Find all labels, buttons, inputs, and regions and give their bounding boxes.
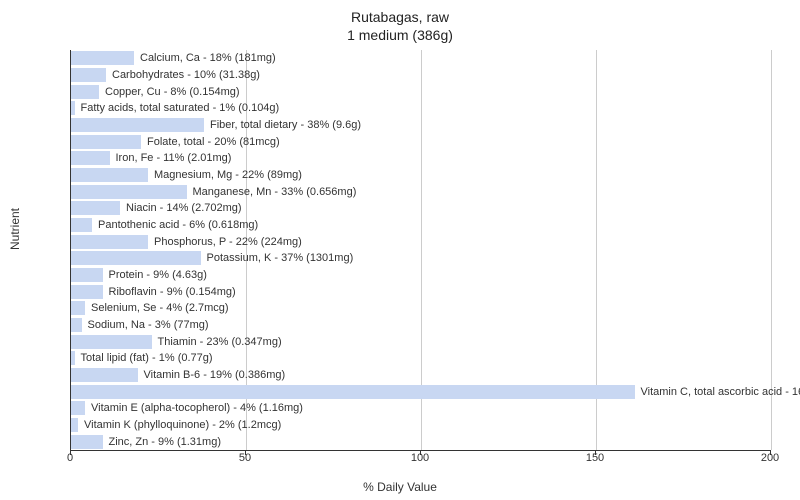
bar-row: Sodium, Na - 3% (77mg) — [71, 318, 771, 332]
bar-row: Vitamin K (phylloquinone) - 2% (1.2mcg) — [71, 418, 771, 432]
bar-row: Copper, Cu - 8% (0.154mg) — [71, 85, 771, 99]
nutrient-bar — [71, 185, 187, 199]
nutrient-label: Vitamin B-6 - 19% (0.386mg) — [144, 368, 286, 382]
bar-row: Total lipid (fat) - 1% (0.77g) — [71, 351, 771, 365]
bar-row: Vitamin E (alpha-tocopherol) - 4% (1.16m… — [71, 401, 771, 415]
nutrient-label: Phosphorus, P - 22% (224mg) — [154, 235, 302, 249]
bar-row: Manganese, Mn - 33% (0.656mg) — [71, 185, 771, 199]
nutrient-label: Riboflavin - 9% (0.154mg) — [109, 285, 236, 299]
nutrient-bar — [71, 335, 152, 349]
x-axis-label: % Daily Value — [0, 480, 800, 494]
nutrient-bar — [71, 68, 106, 82]
nutrient-label: Vitamin E (alpha-tocopherol) - 4% (1.16m… — [91, 401, 303, 415]
bar-row: Riboflavin - 9% (0.154mg) — [71, 285, 771, 299]
title-line-2: 1 medium (386g) — [0, 26, 800, 44]
nutrient-bar — [71, 385, 635, 399]
nutrient-bar — [71, 118, 204, 132]
nutrient-label: Carbohydrates - 10% (31.38g) — [112, 68, 260, 82]
x-tick-label: 200 — [761, 452, 779, 464]
nutrient-label: Vitamin K (phylloquinone) - 2% (1.2mcg) — [84, 418, 281, 432]
nutrient-bar — [71, 301, 85, 315]
nutrient-label: Niacin - 14% (2.702mg) — [126, 201, 242, 215]
nutrient-bar — [71, 168, 148, 182]
nutrient-bar — [71, 435, 103, 449]
nutrient-label: Selenium, Se - 4% (2.7mcg) — [91, 301, 229, 315]
nutrient-label: Sodium, Na - 3% (77mg) — [88, 318, 209, 332]
nutrient-label: Calcium, Ca - 18% (181mg) — [140, 51, 276, 65]
bar-row: Niacin - 14% (2.702mg) — [71, 201, 771, 215]
bar-row: Folate, total - 20% (81mcg) — [71, 135, 771, 149]
bar-row: Pantothenic acid - 6% (0.618mg) — [71, 218, 771, 232]
bar-row: Fatty acids, total saturated - 1% (0.104… — [71, 101, 771, 115]
nutrient-label: Copper, Cu - 8% (0.154mg) — [105, 85, 240, 99]
nutrient-label: Pantothenic acid - 6% (0.618mg) — [98, 218, 258, 232]
title-line-1: Rutabagas, raw — [0, 8, 800, 26]
y-axis-label: Nutrient — [8, 208, 22, 250]
nutrient-bar — [71, 268, 103, 282]
nutrient-label: Fiber, total dietary - 38% (9.6g) — [210, 118, 361, 132]
nutrient-label: Zinc, Zn - 9% (1.31mg) — [109, 435, 221, 449]
nutrient-bar — [71, 218, 92, 232]
x-tick-label: 0 — [67, 452, 73, 464]
nutrient-bar — [71, 351, 75, 365]
nutrient-label: Manganese, Mn - 33% (0.656mg) — [193, 185, 357, 199]
nutrient-label: Protein - 9% (4.63g) — [109, 268, 207, 282]
nutrient-bar — [71, 235, 148, 249]
nutrient-label: Magnesium, Mg - 22% (89mg) — [154, 168, 302, 182]
nutrient-label: Potassium, K - 37% (1301mg) — [207, 251, 354, 265]
nutrient-bar — [71, 318, 82, 332]
nutrient-bar — [71, 368, 138, 382]
nutrient-bar — [71, 285, 103, 299]
bar-row: Zinc, Zn - 9% (1.31mg) — [71, 435, 771, 449]
bar-row: Magnesium, Mg - 22% (89mg) — [71, 168, 771, 182]
x-tick-label: 150 — [586, 452, 604, 464]
nutrient-bar — [71, 151, 110, 165]
chart-container: Rutabagas, raw 1 medium (386g) Nutrient … — [0, 0, 800, 500]
nutrient-bar — [71, 418, 78, 432]
nutrient-bar — [71, 135, 141, 149]
nutrient-label: Total lipid (fat) - 1% (0.77g) — [81, 351, 213, 365]
nutrient-label: Iron, Fe - 11% (2.01mg) — [116, 151, 232, 165]
bar-row: Carbohydrates - 10% (31.38g) — [71, 68, 771, 82]
nutrient-label: Folate, total - 20% (81mcg) — [147, 135, 280, 149]
x-tick-label: 100 — [411, 452, 429, 464]
chart-title: Rutabagas, raw 1 medium (386g) — [0, 0, 800, 44]
nutrient-bar — [71, 85, 99, 99]
nutrient-bar — [71, 201, 120, 215]
bar-row: Thiamin - 23% (0.347mg) — [71, 335, 771, 349]
nutrient-label: Fatty acids, total saturated - 1% (0.104… — [81, 101, 280, 115]
bar-row: Vitamin B-6 - 19% (0.386mg) — [71, 368, 771, 382]
x-tick-label: 50 — [239, 452, 251, 464]
plot-area: Calcium, Ca - 18% (181mg) Carbohydrates -… — [70, 50, 771, 451]
bar-row: Iron, Fe - 11% (2.01mg) — [71, 151, 771, 165]
bar-row: Selenium, Se - 4% (2.7mcg) — [71, 301, 771, 315]
bar-row: Vitamin C, total ascorbic acid - 161% (9… — [71, 385, 771, 399]
nutrient-bar — [71, 101, 75, 115]
nutrient-label: Thiamin - 23% (0.347mg) — [158, 335, 282, 349]
bar-row: Protein - 9% (4.63g) — [71, 268, 771, 282]
bar-row: Fiber, total dietary - 38% (9.6g) — [71, 118, 771, 132]
bar-row: Potassium, K - 37% (1301mg) — [71, 251, 771, 265]
nutrient-bar — [71, 251, 201, 265]
nutrient-bar — [71, 401, 85, 415]
nutrient-label: Vitamin C, total ascorbic acid - 161% (9… — [641, 385, 800, 399]
bar-row: Calcium, Ca - 18% (181mg) — [71, 51, 771, 65]
nutrient-bar — [71, 51, 134, 65]
bar-row: Phosphorus, P - 22% (224mg) — [71, 235, 771, 249]
